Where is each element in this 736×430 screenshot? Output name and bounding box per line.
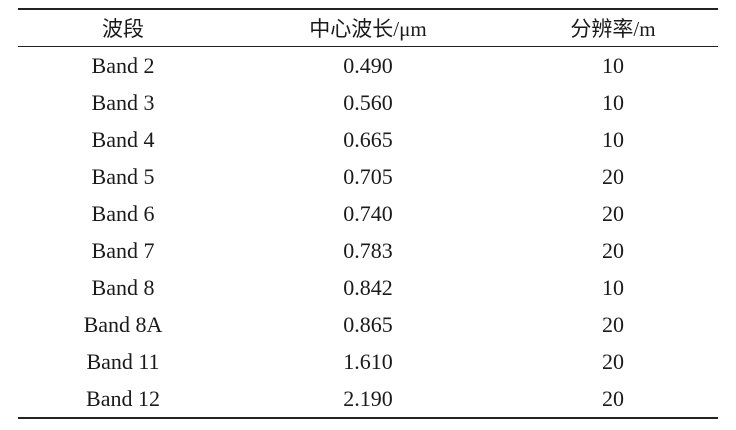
table-cell: 0.665 xyxy=(343,126,393,152)
table-cell: 0.740 xyxy=(343,200,393,226)
table-cell: 20 xyxy=(602,348,624,374)
table-cell: 10 xyxy=(602,126,624,152)
table-cell: 1.610 xyxy=(343,348,393,374)
table-cell: Band 8A xyxy=(83,311,163,337)
table-cell: 10 xyxy=(602,52,624,78)
table-cell: Band 12 xyxy=(86,385,160,411)
table-cell: Band 8 xyxy=(91,274,155,300)
table-cell: 0.865 xyxy=(343,311,393,337)
header-row: 波段 中心波长/μm 分辨率/m xyxy=(18,9,718,47)
table-cell: 10 xyxy=(602,274,624,300)
table-cell: 0.842 xyxy=(343,274,393,300)
table-cell: 0.490 xyxy=(343,52,393,78)
table-body: Band 2 0.490 10 Band 3 0.560 10 Band 4 0.665 10 B… xyxy=(18,47,718,418)
table-row: Band 3 0.560 10 xyxy=(18,84,718,121)
table-cell: 20 xyxy=(602,311,624,337)
header-cell: 波段 xyxy=(102,17,144,41)
table-row: Band 2 0.490 10 xyxy=(18,47,718,85)
table-cell: 0.783 xyxy=(343,237,393,263)
table-cell: 10 xyxy=(602,89,624,115)
table-cell: Band 7 xyxy=(91,237,155,263)
table-cell: Band 6 xyxy=(91,200,155,226)
table-row: Band 7 0.783 20 xyxy=(18,232,718,269)
table-header: 波段 中心波长/μm 分辨率/m xyxy=(18,9,718,47)
table-cell: Band 2 xyxy=(91,52,155,78)
table-cell: 0.705 xyxy=(343,163,393,189)
table-row: Band 8A 0.865 20 xyxy=(18,306,718,343)
table-cell: 20 xyxy=(602,385,624,411)
header-cell: 中心波长/μm xyxy=(309,17,427,41)
table-row: Band 8 0.842 10 xyxy=(18,269,718,306)
table-row: Band 5 0.705 20 xyxy=(18,158,718,195)
table-cell: 20 xyxy=(602,163,624,189)
table-cell: Band 3 xyxy=(91,89,155,115)
table-cell: Band 11 xyxy=(86,348,160,374)
table-row: Band 11 1.610 20 xyxy=(18,343,718,380)
header-cell: 分辨率/m xyxy=(570,17,656,41)
table-cell: 20 xyxy=(602,237,624,263)
table-row: Band 6 0.740 20 xyxy=(18,195,718,232)
data-table: 波段 中心波长/μm 分辨率/m Band 2 0.490 10 Band 3 0.56… xyxy=(18,8,718,419)
table-cell: 20 xyxy=(602,200,624,226)
table-cell: Band 5 xyxy=(91,163,155,189)
table-row: Band 12 2.190 20 xyxy=(18,380,718,418)
table-cell: Band 4 xyxy=(91,126,155,152)
table-cell: 2.190 xyxy=(343,385,393,411)
table-cell: 0.560 xyxy=(343,89,393,115)
table-row: Band 4 0.665 10 xyxy=(18,121,718,158)
